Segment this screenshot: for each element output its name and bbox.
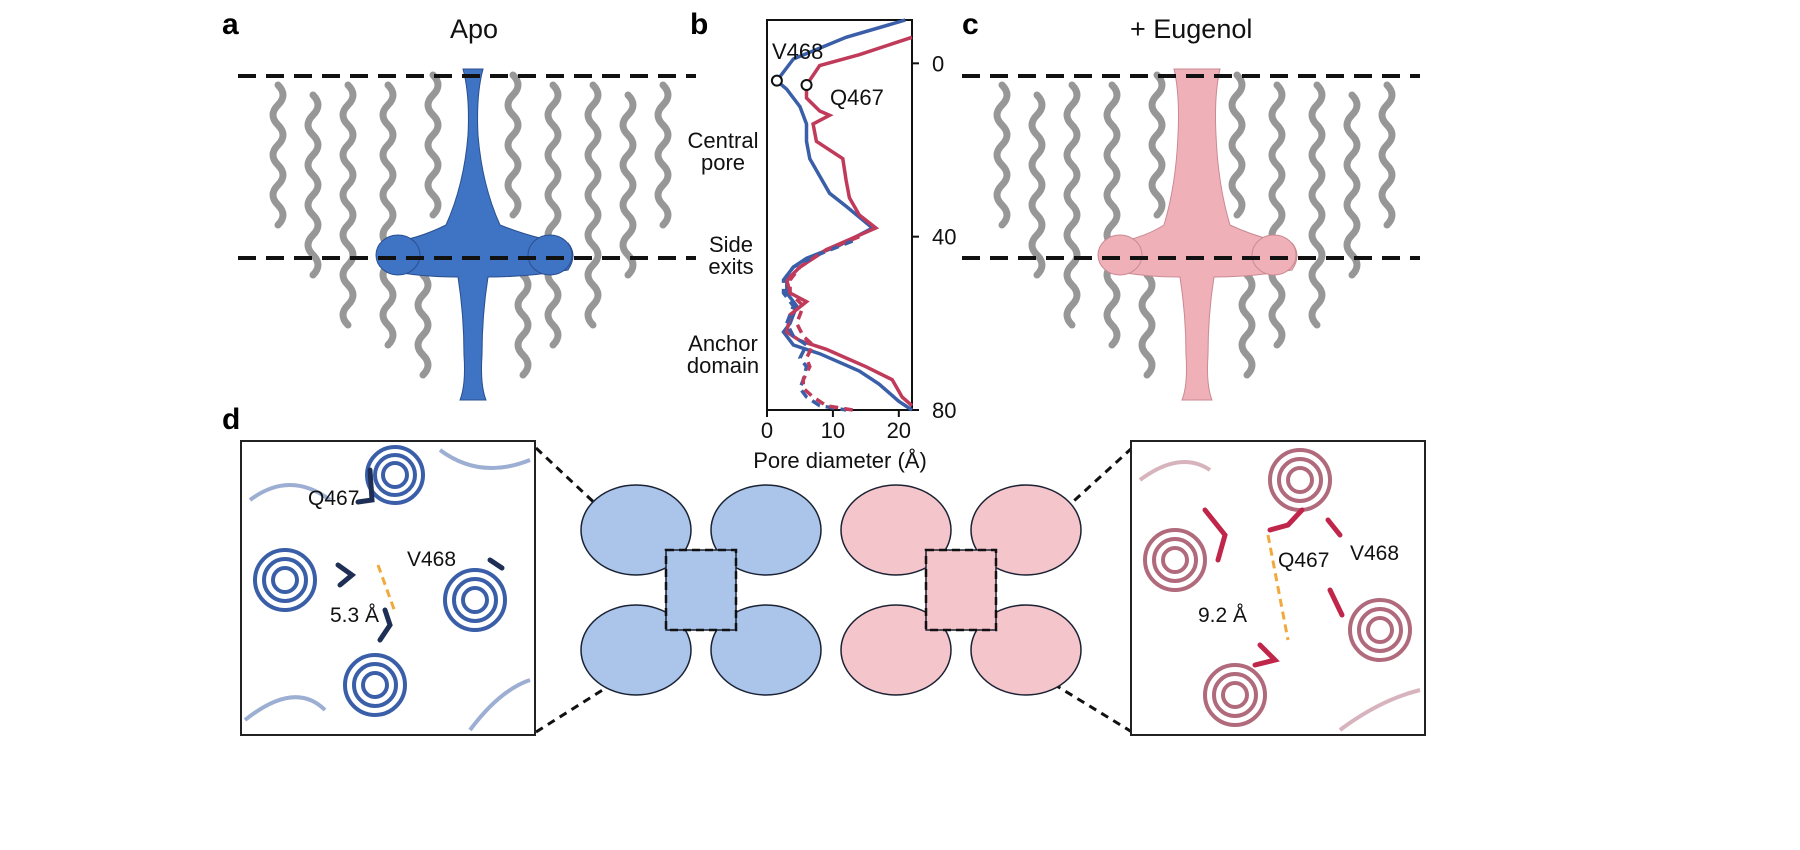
helix-rings-eugenol — [1138, 448, 1421, 732]
membrane-boundaries-a — [238, 74, 696, 260]
residue-label-q467-apo: Q467 — [308, 487, 359, 510]
protein-helices-eugenol — [993, 71, 1396, 379]
side-chains-eugenol — [1202, 507, 1345, 668]
region-label-side-line2: exits — [708, 254, 754, 279]
marker-label-q467: Q467 — [830, 85, 884, 110]
panel-c-title: + Eugenol — [1130, 14, 1253, 44]
panel-a-structure — [269, 68, 672, 401]
region-label-anchor-line2: domain — [686, 353, 760, 378]
region-label-central-pore: Central pore — [676, 130, 770, 174]
panel-letter-a: a — [222, 8, 239, 41]
x-tick-label-2: 20 — [887, 418, 911, 443]
series-line-0 — [774, 18, 913, 412]
x-tick-label-1: 10 — [821, 418, 845, 443]
x-tick-label-0: 0 — [761, 418, 773, 443]
region-label-side-exits: Side exits — [684, 234, 778, 278]
surface-eugenol — [840, 484, 1082, 696]
panel-letter-b: b — [690, 8, 709, 41]
region-label-anchor-domain: Anchor domain — [676, 333, 770, 377]
residue-label-v468-apo: V468 — [407, 548, 456, 571]
tetramer-surfaces — [536, 446, 1132, 734]
series-line-3 — [788, 235, 860, 412]
residue-label-q467-eugenol: Q467 — [1278, 549, 1329, 572]
region-label-anchor-line1: Anchor — [688, 331, 758, 356]
panel-a-title: Apo — [450, 14, 499, 44]
hbond-distance-eugenol — [1266, 534, 1290, 641]
chart-axis-ticks: 0 10 20 0 40 80 — [761, 51, 957, 443]
hbond-distance-apo — [376, 564, 397, 613]
chart-xlabel: Pore diameter (Å) — [753, 448, 927, 473]
protein-helices-apo — [269, 71, 672, 379]
y-tick-label-1: 40 — [932, 225, 956, 250]
helix-rings-apo — [243, 445, 531, 732]
side-chains-apo — [335, 467, 505, 643]
chart-series-group — [774, 18, 914, 412]
region-label-central-line1: Central — [687, 128, 759, 153]
pore-surface-eugenol — [1097, 68, 1298, 401]
zoom-box-apo — [664, 548, 738, 632]
y-tick-label-0: 0 — [932, 51, 944, 76]
surface-apo — [580, 484, 822, 696]
panel-letter-d: d — [222, 403, 241, 436]
pore-diameter-chart: 0 10 20 0 40 80 V468 Q467 Pore diameter (Å) — [753, 18, 957, 473]
panel-c-structure — [993, 68, 1396, 401]
residue-label-v468-eugenol: V468 — [1350, 542, 1399, 565]
region-label-side-line1: Side — [708, 232, 754, 257]
zoom-box-eugenol — [924, 548, 998, 632]
marker-label-v468: V468 — [772, 39, 823, 64]
membrane-boundaries-c — [962, 74, 1420, 260]
region-label-central-line2: pore — [700, 150, 746, 175]
series-line-2 — [781, 239, 854, 412]
chart-plot-frame — [766, 19, 913, 411]
zoom-inset-apo: Q467 V468 5.3 Å — [240, 440, 536, 736]
distance-label-apo: 5.3 Å — [330, 604, 379, 627]
marker-point-v468 — [770, 74, 783, 87]
zoom-inset-eugenol: Q467 V468 9.2 Å — [1130, 440, 1426, 736]
y-tick-label-2: 80 — [932, 398, 956, 423]
chart-marker-group — [770, 74, 813, 91]
pore-surface-apo — [375, 68, 574, 401]
panel-letter-c: c — [962, 8, 979, 41]
distance-label-eugenol: 9.2 Å — [1198, 604, 1247, 627]
marker-point-q467 — [800, 79, 813, 91]
